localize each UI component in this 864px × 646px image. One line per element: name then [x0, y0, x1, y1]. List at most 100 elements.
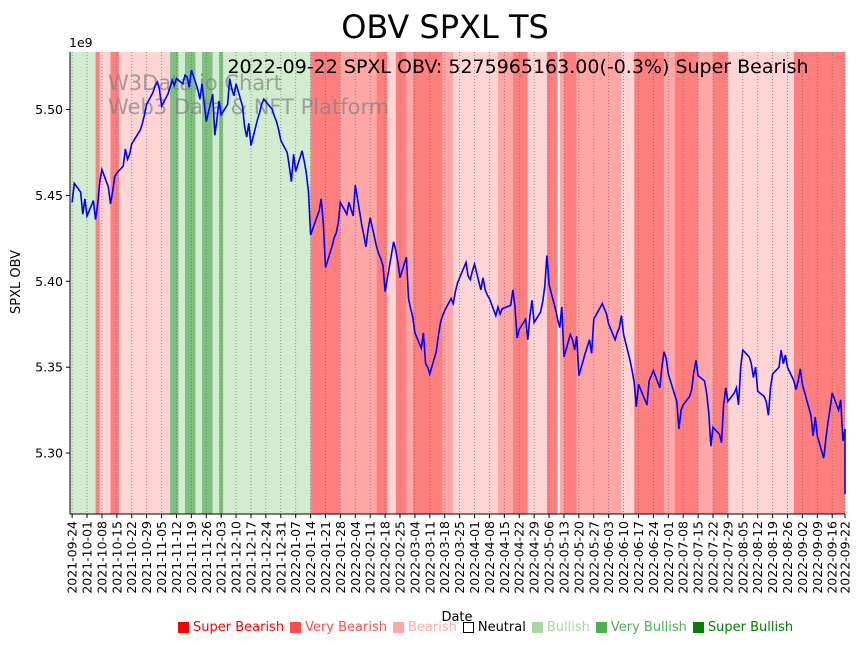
x-tick-label: 2022-01-28 — [333, 521, 348, 594]
x-axis-ticks: 2021-09-24 2021-10-01 2021-10-08 2021-10-15… — [65, 514, 853, 594]
x-tick-label: 2022-06-24 — [646, 521, 661, 594]
axes — [69, 52, 845, 515]
x-tick-label: 2021-10-22 — [124, 521, 139, 594]
x-tick-label: 2022-08-26 — [780, 521, 795, 594]
x-tick-label: 2022-02-11 — [363, 521, 378, 594]
watermark-line-2: Web3 Data & NFT Platform — [108, 95, 389, 119]
legend-label: Bullish — [546, 620, 590, 635]
chart-title: OBV SPXL TS — [341, 8, 549, 46]
x-tick-label: 2021-12-31 — [273, 521, 288, 594]
legend-label: Bearish — [407, 620, 457, 635]
legend-label: Very Bullish — [610, 620, 687, 635]
band-bearish — [527, 52, 547, 514]
band-bullish — [212, 52, 220, 514]
legend-item: Bullish — [531, 620, 590, 635]
x-tick-label: 2021-10-08 — [94, 521, 109, 594]
x-tick-label: 2022-03-18 — [437, 521, 452, 594]
legend-item: Super Bullish — [692, 620, 794, 635]
x-tick-label: 2022-04-29 — [527, 521, 542, 594]
band-bearish — [453, 52, 498, 514]
band-super-bearish — [546, 52, 558, 514]
legend-swatch — [531, 622, 543, 633]
band-bullish — [178, 52, 185, 514]
x-tick-label: 2022-04-08 — [482, 521, 497, 594]
x-tick-label: 2022-09-02 — [795, 521, 810, 594]
band-super-bearish — [512, 52, 528, 514]
band-bearish — [118, 52, 171, 514]
band-bullish — [195, 52, 203, 514]
band-very-bullish — [184, 52, 196, 514]
x-tick-label: 2022-05-27 — [586, 521, 601, 594]
band-bearish — [387, 52, 396, 514]
legend-swatch — [595, 622, 607, 633]
legend-item: Neutral — [462, 620, 526, 635]
legend-swatch — [692, 622, 704, 633]
band-super-bearish — [712, 52, 728, 514]
x-tick-label: 2021-11-12 — [169, 521, 184, 594]
x-tick-label: 2022-06-10 — [616, 521, 631, 594]
x-tick-label: 2022-09-22 — [838, 521, 853, 594]
x-tick-label: 2021-12-03 — [214, 521, 229, 594]
band-very-bearish — [576, 52, 622, 514]
legend-item: Bearish — [392, 620, 457, 635]
y-tick-label: 5.30 — [35, 446, 63, 461]
band-neutral — [557, 52, 560, 514]
x-tick-label: 2022-08-19 — [765, 521, 780, 594]
x-tick-label: 2021-12-10 — [229, 521, 244, 594]
x-tick-label: 2022-04-22 — [512, 521, 527, 594]
band-super-bearish — [634, 52, 665, 514]
x-tick-label: 2022-07-08 — [676, 521, 691, 594]
legend-swatch — [290, 622, 302, 633]
x-tick-label: 2022-06-03 — [601, 521, 616, 594]
band-very-bearish — [442, 52, 454, 514]
band-very-bearish — [664, 52, 675, 514]
band-bearish — [621, 52, 635, 514]
x-tick-label: 2022-04-15 — [497, 521, 512, 594]
x-axis-label: Date — [441, 610, 472, 625]
x-tick-label: 2022-05-20 — [571, 521, 586, 594]
x-tick-label: 2021-11-26 — [199, 521, 214, 594]
x-tick-label: 2022-08-12 — [750, 521, 765, 594]
x-tick-label: 2022-07-15 — [691, 521, 706, 594]
y-tick-label: 5.45 — [35, 188, 63, 203]
y-axis-ticks: 5.30 5.35 5.40 5.45 5.50 — [35, 102, 70, 461]
x-tick-label: 2022-01-14 — [303, 521, 318, 594]
band-very-bullish — [170, 52, 179, 514]
band-super-bearish — [376, 52, 388, 514]
x-tick-label: 2021-12-24 — [258, 521, 273, 594]
band-super-bearish — [563, 52, 577, 514]
watermark: W3Data.io Chart Web3 Data & NFT Platform — [108, 71, 389, 119]
legend-label: Neutral — [477, 620, 526, 635]
x-tick-label: 2022-03-25 — [452, 521, 467, 594]
band-bearish — [727, 52, 794, 514]
band-very-bearish — [698, 52, 713, 514]
x-tick-label: 2021-09-24 — [65, 521, 80, 594]
band-super-bearish — [95, 52, 100, 514]
x-tick-label: 2022-04-01 — [467, 521, 482, 594]
x-tick-label: 2022-05-06 — [542, 521, 557, 594]
obv-series-line — [71, 69, 846, 495]
x-tick-label: 2022-01-21 — [318, 521, 333, 594]
x-tick-label: 2022-03-11 — [422, 521, 437, 594]
band-super-bearish — [674, 52, 699, 514]
x-tick-label: 2022-07-29 — [720, 521, 735, 594]
band-very-bearish — [559, 52, 564, 514]
legend-label: Super Bullish — [707, 620, 794, 635]
x-tick-label: 2022-02-18 — [378, 521, 393, 594]
band-super-bearish — [395, 52, 407, 514]
x-tick-label: 2021-10-29 — [139, 521, 154, 594]
signal-legend: Super Bearish Very Bearish Bearish Neutral B… — [178, 620, 793, 635]
legend-label: Very Bearish — [305, 620, 387, 635]
legend-swatch — [392, 622, 404, 633]
x-tick-label: 2022-09-09 — [810, 521, 825, 594]
legend-label: Super Bearish — [193, 620, 285, 635]
x-tick-label: 2021-11-05 — [154, 521, 169, 594]
x-tick-label: 2022-05-13 — [556, 521, 571, 594]
y-tick-label: 5.50 — [35, 102, 63, 117]
x-tick-label: 2022-08-05 — [735, 521, 750, 594]
band-bearish — [99, 52, 111, 514]
x-tick-label: 2021-12-17 — [243, 521, 258, 594]
band-very-bearish — [406, 52, 413, 514]
x-tick-label: 2022-03-04 — [407, 521, 422, 594]
